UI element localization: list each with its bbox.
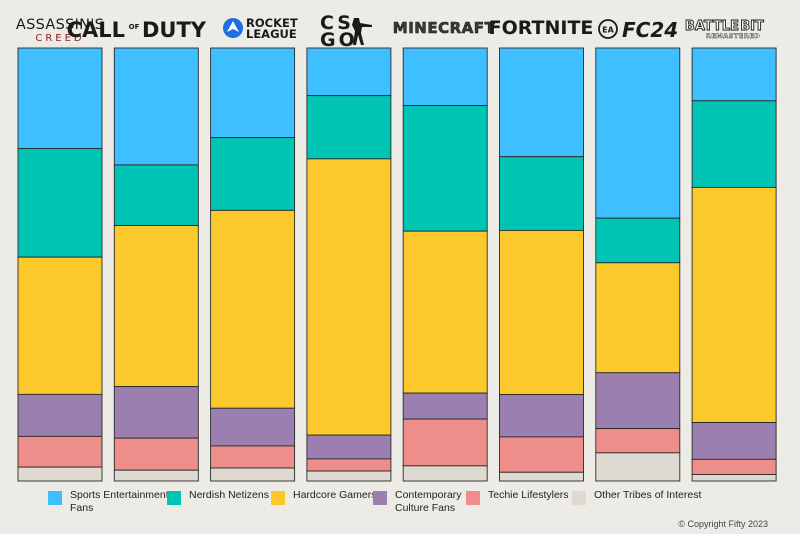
logo-text: BIT [740, 19, 764, 34]
legend-swatch [466, 491, 480, 505]
logo-ea-fc24: EA FC24 [598, 18, 678, 42]
logo-text: OF [129, 23, 140, 31]
bar-segment [17, 435, 103, 468]
logo-minecraft: MINECRAFT [392, 19, 496, 38]
logo-text: REMASTERED [706, 32, 760, 40]
bar-segment [306, 158, 392, 436]
logo-call-of-duty: CALL OF DUTY [67, 18, 207, 42]
logo-cs-go: CS GO [320, 12, 372, 51]
bar-segment [210, 47, 296, 139]
bar-segment [402, 465, 488, 482]
legend-item: Sports Entertainment Fans [48, 489, 170, 515]
copyright-text: © Copyright Fifty 2023 [678, 519, 768, 529]
bar-segment [17, 393, 103, 437]
logo-fortnite: FORTNITE [489, 17, 594, 39]
bar-segment [306, 470, 392, 482]
legend-swatch [48, 491, 62, 505]
legend-label: Hardcore Gamers [293, 489, 377, 501]
bar-segment [210, 407, 296, 447]
bar-segment [595, 47, 681, 219]
bar-segment [402, 230, 488, 394]
bar-segment [595, 262, 681, 374]
bar-segment [210, 209, 296, 409]
logo-text: LEAGUE [246, 27, 297, 41]
bar-segment [499, 229, 584, 396]
bar-segment [306, 95, 392, 160]
bar-segment [210, 467, 296, 482]
logo-battlebit-remastered: BATTLE BIT REMASTERED [684, 19, 764, 41]
legend-item: Nerdish Netizens [167, 489, 279, 505]
bar-segment [499, 47, 584, 158]
logo-text: FORTNITE [489, 17, 594, 39]
bar-segment [499, 394, 584, 438]
soldier-icon [352, 18, 372, 45]
logo-text: GO [320, 29, 358, 51]
legend-swatch [271, 491, 285, 505]
bar-segment [691, 47, 777, 102]
logo-text: EA [602, 26, 614, 35]
legend-label: Sports Entertainment Fans [70, 489, 169, 514]
legend-label: Techie Lifestylers [488, 489, 569, 501]
logo-text: BATTLE [685, 19, 739, 34]
bar-segment [499, 436, 584, 473]
bar-segment [595, 217, 681, 264]
bar-segment [691, 474, 777, 482]
bar-segment [113, 47, 199, 166]
bar-segment [595, 452, 681, 482]
bar-segment [499, 471, 584, 482]
bar-segment [691, 422, 777, 460]
logo-text: DUTY [142, 18, 207, 42]
bar-segment [113, 469, 199, 482]
bar-segment [17, 466, 103, 482]
logo-text: CREED [35, 33, 84, 44]
rocket-icon [227, 21, 239, 32]
bar-segment [595, 372, 681, 430]
legend-item: Other Tribes of Interest [572, 489, 724, 505]
bar-segment [17, 256, 103, 395]
legend-label: Contemporary Culture Fans [395, 489, 462, 514]
legend: Sports Entertainment Fans Nerdish Netize… [40, 489, 780, 519]
legend-label: Nerdish Netizens [189, 489, 269, 501]
legend-swatch [167, 491, 181, 505]
bar-segment [306, 47, 392, 97]
bars-group [17, 47, 777, 482]
legend-label: Other Tribes of Interest [594, 489, 702, 501]
legend-swatch [572, 491, 586, 505]
bar-segment [402, 105, 488, 232]
bar-segment [691, 186, 777, 423]
legend-item: Hardcore Gamers [271, 489, 383, 505]
logo-rocket-league: ROCKET LEAGUE [223, 16, 298, 41]
bar-segment [691, 458, 777, 475]
logo-text: MINECRAFT [393, 19, 496, 37]
logo-text: FC24 [622, 18, 678, 42]
legend-item: Techie Lifestylers [466, 489, 578, 505]
logo-text: CALL [67, 18, 125, 42]
logo-text: ASSASSIN'S [16, 17, 104, 33]
bar-segment [402, 418, 488, 467]
bar-segment [17, 47, 103, 149]
bar-segment [113, 164, 199, 226]
bar-segment [306, 434, 392, 460]
bar-segment [595, 428, 681, 454]
logo-text: CS [320, 12, 354, 34]
bar-segment [402, 392, 488, 420]
bar-segment [306, 458, 392, 472]
bar-segment [210, 137, 296, 211]
legend-item: Contemporary Culture Fans [373, 489, 475, 515]
bar-segment [113, 386, 199, 439]
legend-swatch [373, 491, 387, 505]
bar-segment [691, 100, 777, 188]
bar-segment [499, 156, 584, 231]
bar-segment [210, 445, 296, 469]
bar-segment [113, 225, 199, 388]
ea-badge-icon [598, 19, 618, 39]
bar-segment [113, 437, 199, 471]
logo-assassins-creed: ASSASSIN'S CREED [16, 17, 104, 44]
bar-segment [402, 47, 488, 107]
bar-segment [17, 148, 103, 258]
logo-text: ROCKET [246, 16, 298, 30]
